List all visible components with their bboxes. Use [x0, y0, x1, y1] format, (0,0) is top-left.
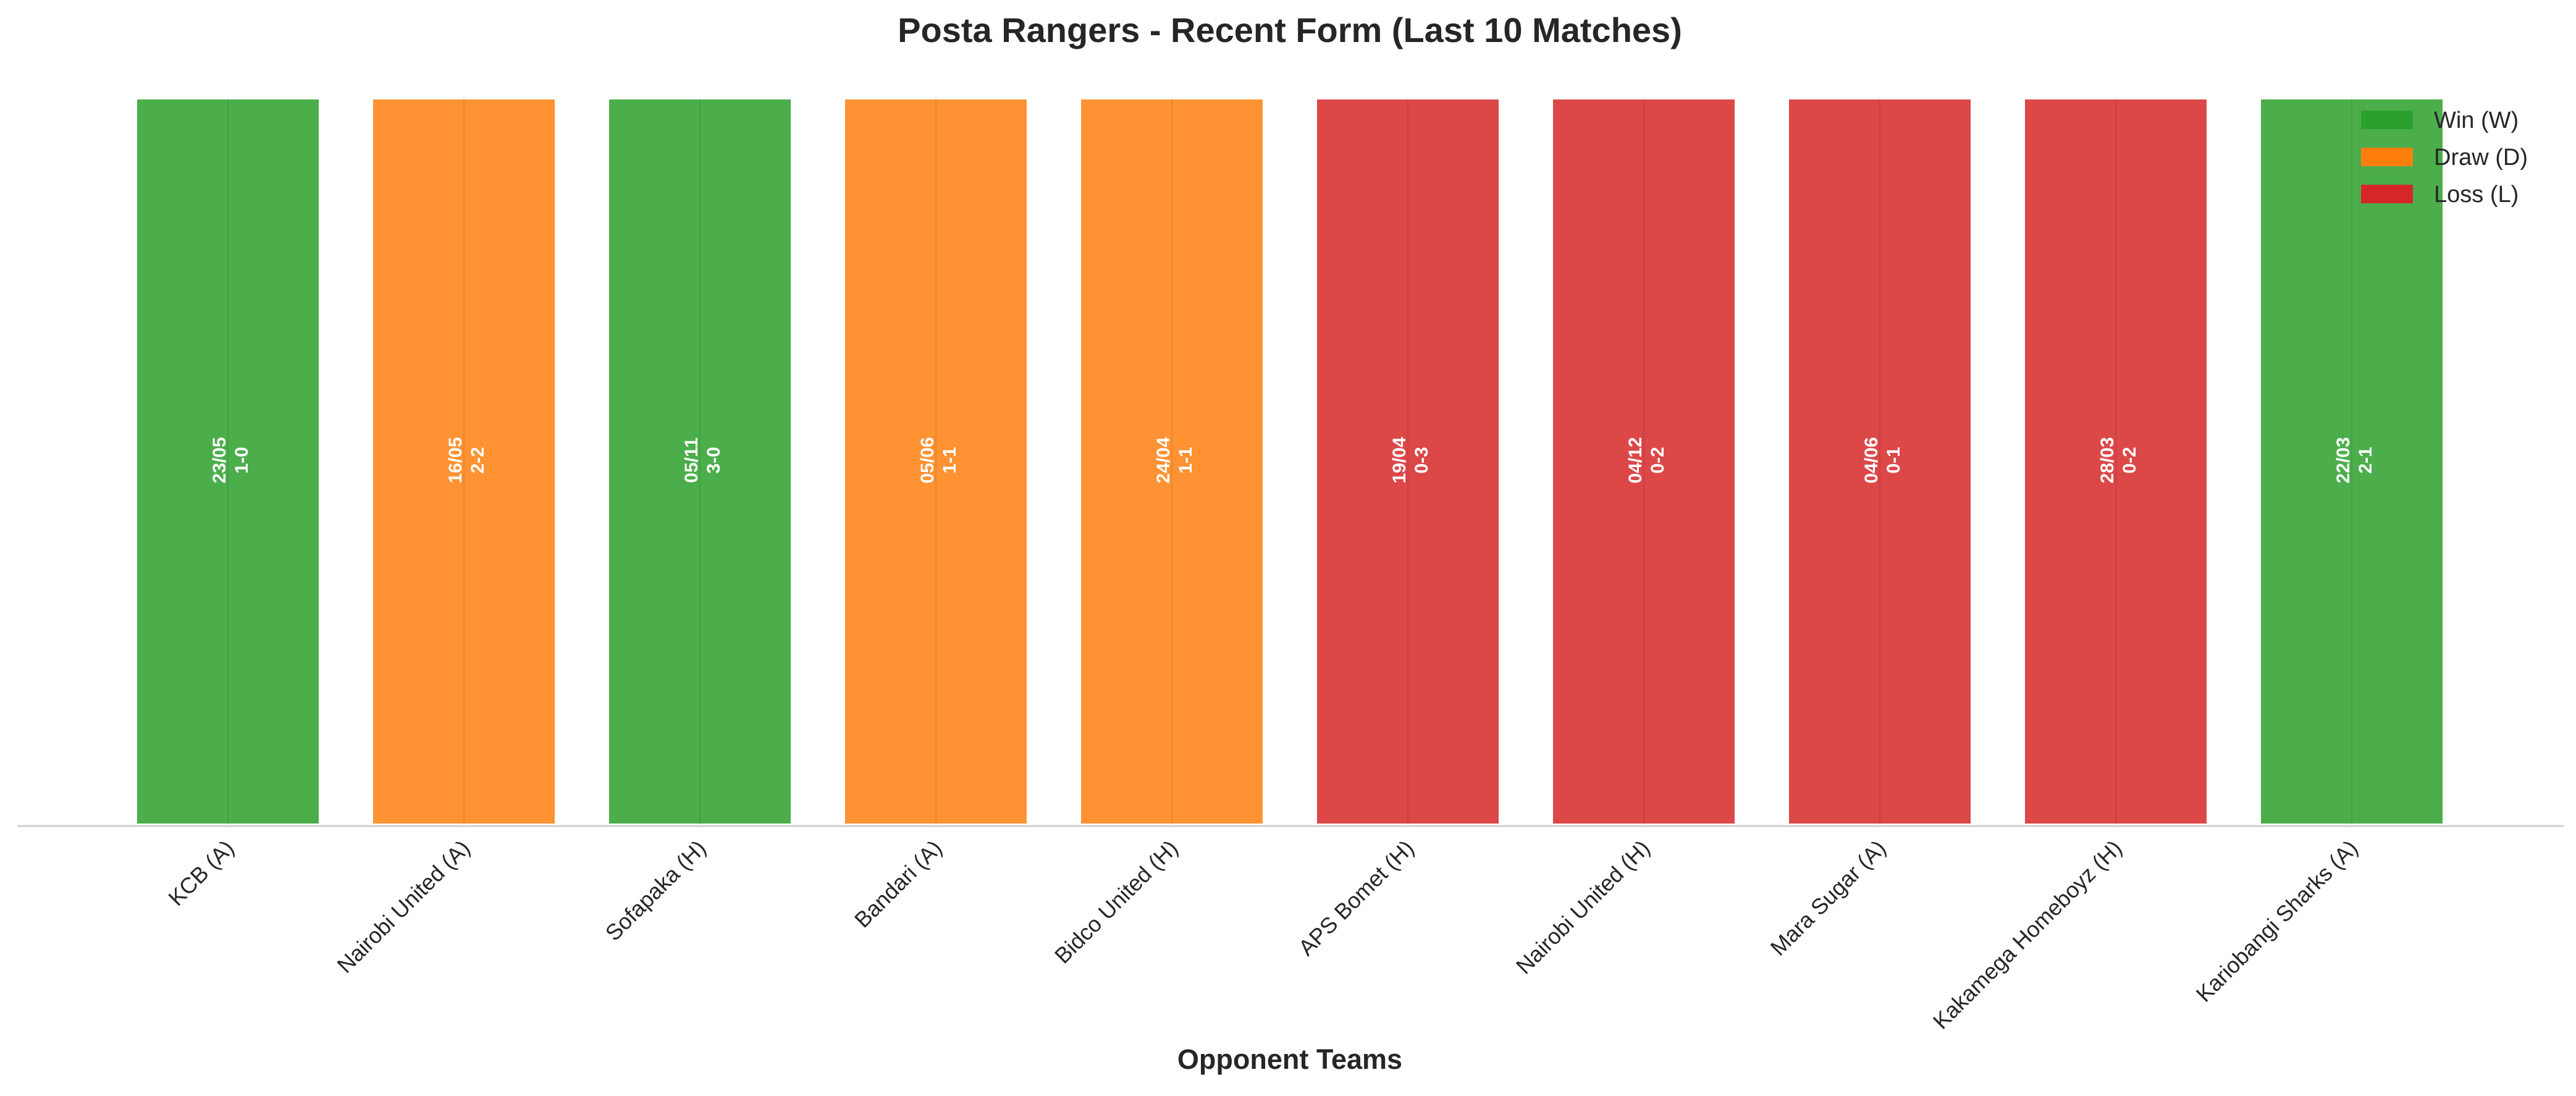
bar-label-date: 05/11: [681, 437, 702, 483]
bar-6: [1315, 97, 1501, 826]
x-tick-label: APS Bomet (H): [1294, 835, 1419, 961]
bar-label: 04/06 0-1: [1861, 437, 1904, 483]
bar-label-score: 2-2: [468, 447, 488, 473]
bar-label-date: 16/05: [445, 437, 466, 483]
bar-label: 05/11 3-0: [681, 437, 724, 483]
bar-label-date: 28/03: [2097, 437, 2118, 483]
bar-label: 23/05 1-0: [209, 437, 252, 483]
bar-label-score: 2-1: [2355, 447, 2376, 473]
chart-title: Posta Rangers - Recent Form (Last 10 Mat…: [898, 11, 1682, 49]
bar-label-date: 04/06: [1861, 437, 1882, 483]
x-tick-label: KCB (A): [163, 835, 238, 911]
x-tick-label: Bandari (A): [849, 835, 947, 933]
bar-label: 28/03 0-2: [2097, 437, 2140, 483]
bar-9: [2022, 97, 2209, 826]
bar-4: [843, 97, 1029, 826]
bar-label: 24/04 1-1: [1153, 437, 1196, 483]
x-axis-label: Opponent Teams: [1177, 1043, 1402, 1075]
x-tick-label: Kakamega Homeboyz (H): [1928, 835, 2127, 1034]
bar-3: [607, 97, 793, 826]
bar-label-date: 23/05: [209, 437, 230, 483]
bar-1: [135, 97, 321, 826]
legend-label-l: Loss (L): [2434, 182, 2519, 208]
bar-label-score: 1-1: [940, 447, 960, 473]
bar-labels-layer: 23/05 1-0 16/05 2-2 05/11 3-0 05/06 1-1 24/04 1-1…: [209, 437, 2376, 483]
legend-swatch-w: [2361, 111, 2413, 129]
legend-label-d: Draw (D): [2434, 145, 2528, 171]
bar-label: 05/06 1-1: [917, 437, 960, 483]
bar-label-score: 0-2: [1648, 447, 1668, 473]
bar-label: 19/04 0-3: [1389, 437, 1432, 483]
bar-7: [1551, 97, 1737, 826]
bar-label-score: 1-0: [232, 447, 252, 473]
bar-label: 16/05 2-2: [445, 437, 488, 483]
bar-label-date: 04/12: [1625, 437, 1646, 483]
legend: Win (W) Draw (D) Loss (L): [2361, 107, 2528, 208]
bar-label-score: 3-0: [704, 447, 724, 473]
bars-layer: [135, 97, 2445, 826]
bar-label-score: 0-1: [1884, 447, 1904, 473]
bar-label-date: 05/06: [917, 437, 938, 483]
bar-2: [371, 97, 557, 826]
bar-label: 22/03 2-1: [2333, 437, 2376, 483]
bar-label: 04/12 0-2: [1625, 437, 1668, 483]
x-tick-label: Bidco United (H): [1050, 835, 1183, 969]
bar-label-date: 24/04: [1153, 437, 1174, 483]
bar-8: [1787, 97, 1973, 826]
x-tick-labels: KCB (A) Nairobi United (A) Sofapaka (H) Ban…: [163, 835, 2362, 1034]
bar-5: [1079, 97, 1265, 826]
bar-label-date: 22/03: [2333, 437, 2354, 483]
bar-label-score: 0-2: [2119, 447, 2140, 473]
bar-label-score: 0-3: [1412, 447, 1432, 473]
x-tick-label: Mara Sugar (A): [1766, 835, 1891, 961]
x-tick-label: Sofapaka (H): [600, 835, 711, 946]
bar-label-date: 19/04: [1389, 437, 1410, 483]
x-tick-label: Nairobi United (H): [1511, 835, 1655, 979]
legend-label-w: Win (W): [2434, 107, 2519, 133]
bar-10: [2258, 97, 2445, 826]
x-tick-label: Kariobangi Sharks (A): [2191, 835, 2363, 1007]
x-tick-label: Nairobi United (A): [332, 835, 474, 978]
legend-swatch-d: [2361, 148, 2413, 166]
bar-label-score: 1-1: [1176, 447, 1196, 473]
legend-swatch-l: [2361, 185, 2413, 203]
